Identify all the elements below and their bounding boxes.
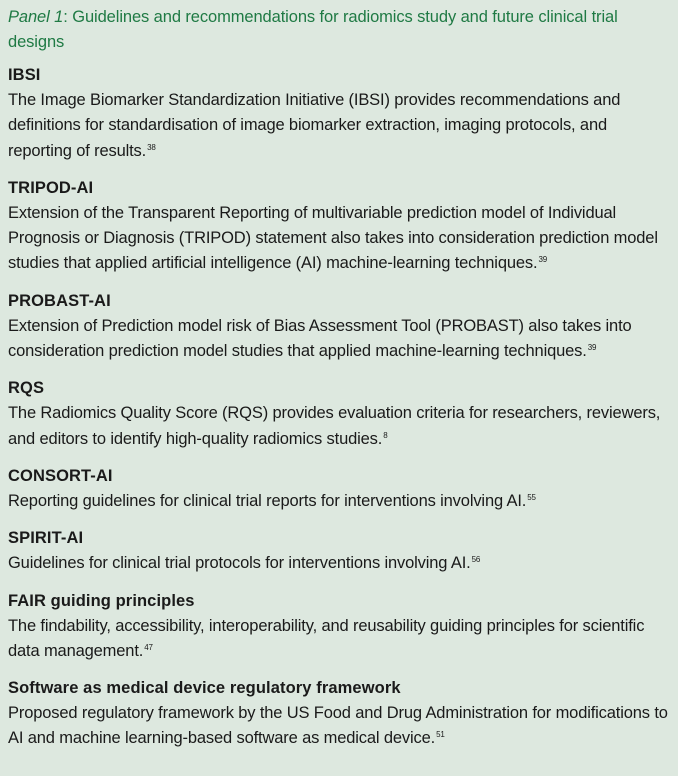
entry-consort-ai: CONSORT-AI Reporting guidelines for clin… [8,464,670,514]
entry-name: FAIR guiding principles [8,591,195,610]
entry-name: PROBAST-AI [8,291,111,310]
entry-name: CONSORT-AI [8,466,113,485]
entry-description: The Radiomics Quality Score (RQS) provid… [8,404,661,448]
reference-number: 55 [527,492,536,502]
reference-number: 39 [538,255,548,265]
entry-tripod-ai: TRIPOD-AI Extension of the Transparent R… [8,176,670,277]
reference-number: 47 [144,642,153,652]
reference-number: 38 [147,142,156,152]
entry-rqs: RQS The Radiomics Quality Score (RQS) pr… [8,376,670,452]
entry-fair-principles: FAIR guiding principles The findability,… [8,589,670,665]
entry-ibsi: IBSI The Image Biomarker Standardization… [8,63,670,164]
entry-description: The Image Biomarker Standardization Init… [8,91,621,160]
reference-number: 8 [383,430,388,440]
entry-name: IBSI [8,66,41,84]
entry-name: TRIPOD-AI [8,178,94,197]
entry-name: Software as medical device regulatory fr… [8,679,401,698]
entry-name: RQS [8,379,45,398]
entry-description: Reporting guidelines for clinical trial … [8,491,536,510]
reference-number: 39 [587,343,597,353]
entry-description: The findability, accessibility, interope… [8,616,645,660]
entry-description: Guidelines for clinical trial protocols … [8,554,481,573]
entry-spirit-ai: SPIRIT-AI Guidelines for clinical trial … [8,526,670,576]
panel-label: Panel 1 [8,8,64,26]
entry-description: Extension of the Transparent Reporting o… [8,203,658,273]
panel-title: Panel 1: Guidelines and recommendations … [8,5,670,55]
entry-probast-ai: PROBAST-AI Extension of Prediction model… [8,289,670,365]
reference-number: 56 [471,555,481,565]
panel-title-text: : Guidelines and recommendations for rad… [8,8,618,51]
entry-description: Extension of Prediction model risk of Bi… [8,316,632,361]
entry-description: Proposed regulatory framework by the US … [8,704,668,748]
reference-number: 51 [436,730,445,740]
entry-samd-framework: Software as medical device regulatory fr… [8,676,670,752]
entry-name: SPIRIT-AI [8,529,84,548]
